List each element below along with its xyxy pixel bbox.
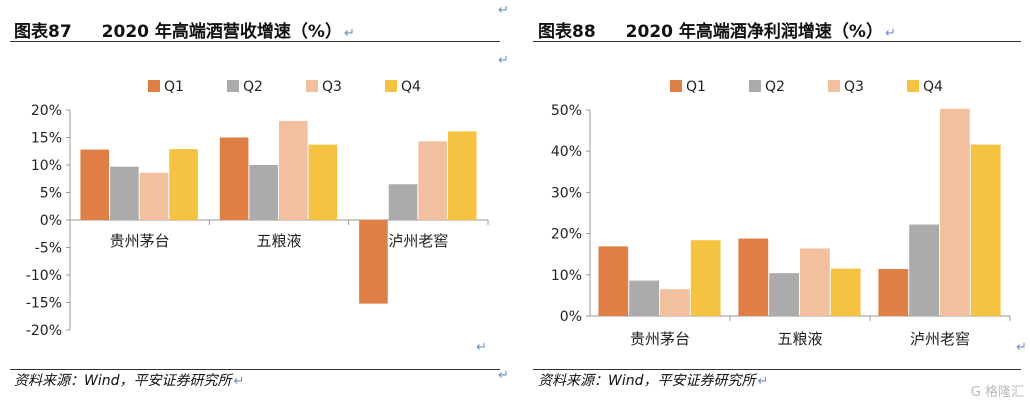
figure-number: 图表87 xyxy=(14,22,72,42)
y-tick-label: 20% xyxy=(31,103,62,119)
y-tick-label: -10% xyxy=(26,268,62,284)
return-mark: ↵ xyxy=(498,3,509,18)
legend-swatch xyxy=(907,80,919,92)
y-tick-label: 30% xyxy=(551,185,582,201)
x-category-label: 五粮液 xyxy=(256,232,301,250)
legend-label: Q4 xyxy=(401,79,421,95)
title-rule xyxy=(10,41,500,42)
bar xyxy=(447,131,477,220)
bar xyxy=(940,108,970,316)
bar xyxy=(738,238,769,316)
y-tick-label: -20% xyxy=(26,323,62,339)
legend-label: Q2 xyxy=(243,79,263,95)
bar xyxy=(110,166,139,220)
bar xyxy=(660,289,690,316)
y-tick-label: 50% xyxy=(551,103,582,119)
return-mark: ↵ xyxy=(343,26,355,41)
legend-label: Q1 xyxy=(686,79,706,95)
chart-title: 2020 年高端酒净利润增速（%） xyxy=(625,22,883,42)
y-tick-label: 10% xyxy=(31,158,62,174)
return-mark: ↵ xyxy=(476,340,487,355)
net-profit-growth-chart: Q1 Q2 Q3 Q4 50% 40% 30% 20% 10% 0% 贵州茅台 五粮液 泸州老窖 xyxy=(551,79,1011,348)
bar xyxy=(690,240,721,316)
legend-label: Q1 xyxy=(164,79,184,95)
source-rule xyxy=(533,369,1021,370)
watermark-logo: G 格隆汇 xyxy=(970,385,1024,400)
bar xyxy=(598,246,629,316)
return-mark: ↵ xyxy=(1016,340,1027,355)
legend-label: Q4 xyxy=(923,79,943,95)
return-mark: ↵ xyxy=(498,368,509,383)
legend-swatch xyxy=(670,80,682,92)
chart-title-row: 图表88 2020 年高端酒净利润增速（%） ↵ xyxy=(538,17,896,42)
chart-panel-revenue: 图表87 2020 年高端酒营收增速（%） ↵ Q1 Q2 Q3 Q4 20% 15% 10% 5… xyxy=(10,3,509,389)
bar xyxy=(629,280,659,316)
bar xyxy=(800,248,830,316)
y-tick-label: 15% xyxy=(31,131,62,147)
y-tick-label: -5% xyxy=(35,241,62,257)
revenue-growth-chart: Q1 Q2 Q3 Q4 20% 15% 10% 5% 0% -5% -10% -15% -20% 贵州茅台… xyxy=(26,79,489,339)
x-category-label: 五粮液 xyxy=(777,330,822,348)
return-mark: ↵ xyxy=(884,26,896,41)
legend-swatch xyxy=(828,80,840,92)
legend-swatch xyxy=(749,80,761,92)
bar xyxy=(909,224,939,316)
legend-swatch xyxy=(227,80,239,92)
bar xyxy=(970,144,1001,316)
x-category-label: 泸州老窖 xyxy=(388,232,448,250)
y-tick-label: 40% xyxy=(551,144,582,160)
bar xyxy=(769,273,799,316)
legend-label: Q3 xyxy=(322,79,342,95)
y-tick-label: 20% xyxy=(551,227,582,243)
legend-swatch xyxy=(306,80,318,92)
bar xyxy=(418,141,447,220)
x-category-label: 贵州茅台 xyxy=(630,330,690,348)
source-note: 资料来源：Wind，平安证券研究所 ↵ xyxy=(14,373,245,389)
source-rule xyxy=(10,369,500,370)
bar xyxy=(308,144,338,220)
y-tick-label: 0% xyxy=(40,213,62,229)
bar xyxy=(359,220,388,304)
figure-number: 图表88 xyxy=(538,22,596,42)
bar xyxy=(219,137,249,220)
title-rule xyxy=(533,41,1021,42)
x-category-label: 贵州茅台 xyxy=(110,232,170,250)
source-note: 资料来源：Wind，平安证券研究所 ↵ xyxy=(538,373,769,389)
bar xyxy=(388,184,418,220)
bar xyxy=(830,268,861,316)
legend-label: Q3 xyxy=(844,79,864,95)
legend-swatch xyxy=(148,80,160,92)
bar xyxy=(878,269,909,316)
x-category-label: 泸州老窖 xyxy=(910,330,970,348)
bar xyxy=(249,165,278,220)
y-tick-label: 0% xyxy=(560,309,582,325)
chart-panel-net-profit: 图表88 2020 年高端酒净利润增速（%） ↵ Q1 Q2 Q3 Q4 50% 40% 30%… xyxy=(520,0,1030,406)
bar xyxy=(169,149,198,220)
bar xyxy=(139,172,169,220)
legend-label: Q2 xyxy=(765,79,785,95)
y-tick-label: -15% xyxy=(26,296,62,312)
bar xyxy=(80,149,110,220)
bar xyxy=(279,121,308,220)
return-mark: ↵ xyxy=(498,53,509,68)
legend-swatch xyxy=(385,80,397,92)
chart-title: 2020 年高端酒营收增速（%） xyxy=(101,22,342,42)
chart-title-row: 图表87 2020 年高端酒营收增速（%） ↵ xyxy=(14,17,355,42)
y-tick-label: 10% xyxy=(551,268,582,284)
y-tick-label: 5% xyxy=(40,186,62,202)
